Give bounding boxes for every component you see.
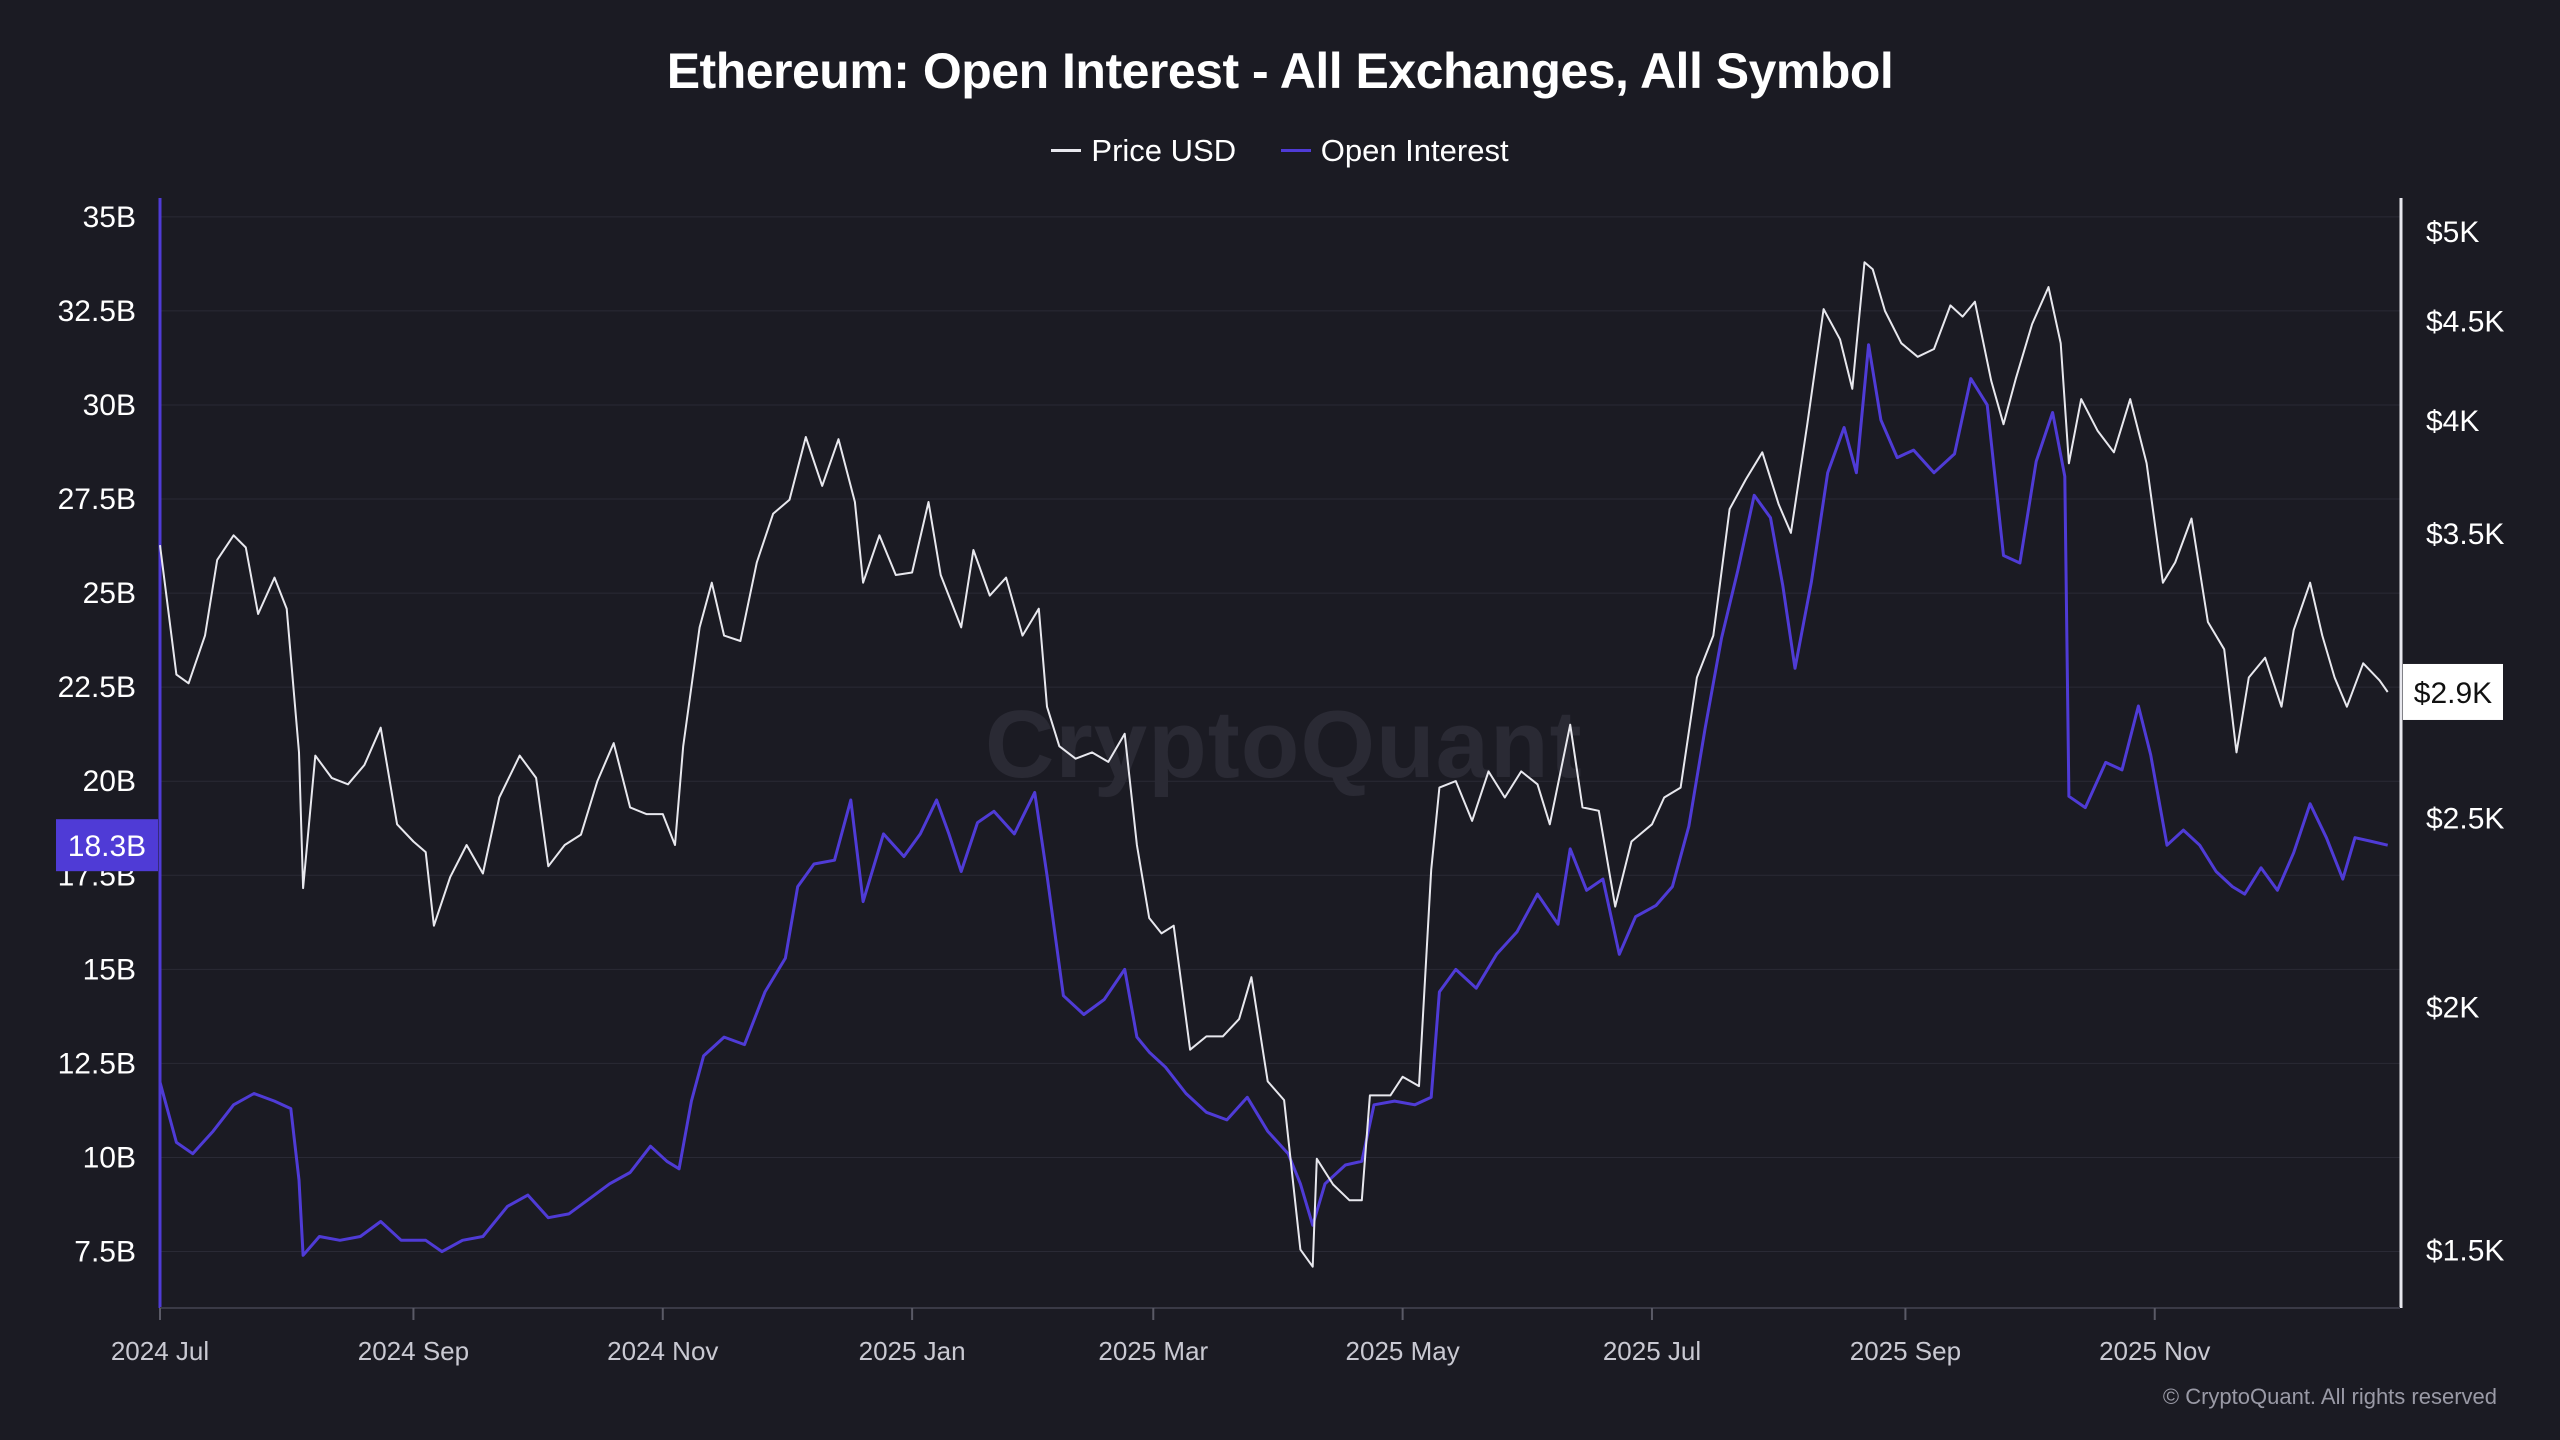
watermark: CryptoQuant <box>985 691 1583 798</box>
x-tick-label: 2025 May <box>1346 1336 1460 1366</box>
y-left-tick-label: 22.5B <box>58 671 136 704</box>
y-left-tick-label: 35B <box>83 201 136 234</box>
current-value-label-price: $2.9K <box>2414 677 2492 710</box>
chart-legend: Price USD Open Interest <box>0 124 2560 169</box>
series-line-open-interest <box>158 343 2389 1257</box>
y-right-tick-label: $2K <box>2426 991 2479 1024</box>
current-value-badge-open-interest <box>56 819 158 872</box>
x-tick-label: 2025 Mar <box>1098 1336 1208 1366</box>
y-left-tick-label: 20B <box>83 765 136 798</box>
x-tick-label: 2025 Nov <box>2099 1336 2210 1366</box>
y-left-tick-label: 30B <box>83 389 136 422</box>
y-left-tick-label: 27.5B <box>58 483 136 516</box>
y-left-tick-label: 15B <box>83 953 136 986</box>
y-right-tick-label: $5K <box>2426 216 2479 249</box>
x-tick-label: 2024 Sep <box>358 1336 469 1366</box>
y-left-tick-label: 10B <box>83 1141 136 1174</box>
x-tick-label: 2025 Sep <box>1850 1336 1961 1366</box>
legend-line-icon <box>1280 149 1311 152</box>
current-value-badge-price <box>2403 663 2503 720</box>
x-tick-label: 2024 Nov <box>607 1336 718 1366</box>
y-right-tick-label: $4K <box>2426 405 2479 438</box>
x-tick-label: 2024 Jul <box>111 1336 209 1366</box>
y-right-tick-label: $2.5K <box>2426 803 2504 836</box>
copyright-notice: © CryptoQuant. All rights reserved <box>2162 1384 2497 1409</box>
legend-line-icon <box>1051 149 1082 152</box>
y-left-tick-label: 25B <box>83 577 136 610</box>
x-tick-label: 2025 Jan <box>859 1336 966 1366</box>
y-right-tick-label: $4.5K <box>2426 305 2504 338</box>
x-tick-label: 2025 Jul <box>1603 1336 1701 1366</box>
y-left-tick-label: 12.5B <box>58 1047 136 1080</box>
y-left-tick-label: 7.5B <box>74 1236 136 1269</box>
series-line-price <box>159 261 2389 1268</box>
y-right-tick-label: $1.5K <box>2426 1235 2504 1268</box>
chart-title: Ethereum: Open Interest - All Exchanges,… <box>666 43 1894 99</box>
legend-item-price[interactable]: Price USD <box>1051 133 1236 169</box>
current-value-label-open-interest: 18.3B <box>68 830 146 863</box>
y-right-tick-label: $3.5K <box>2426 518 2504 551</box>
legend-label-open-interest: Open Interest <box>1320 132 1509 168</box>
legend-label-price: Price USD <box>1091 132 1237 168</box>
legend-item-open-interest[interactable]: Open Interest <box>1280 132 1509 169</box>
y-left-tick-label: 32.5B <box>58 295 136 328</box>
